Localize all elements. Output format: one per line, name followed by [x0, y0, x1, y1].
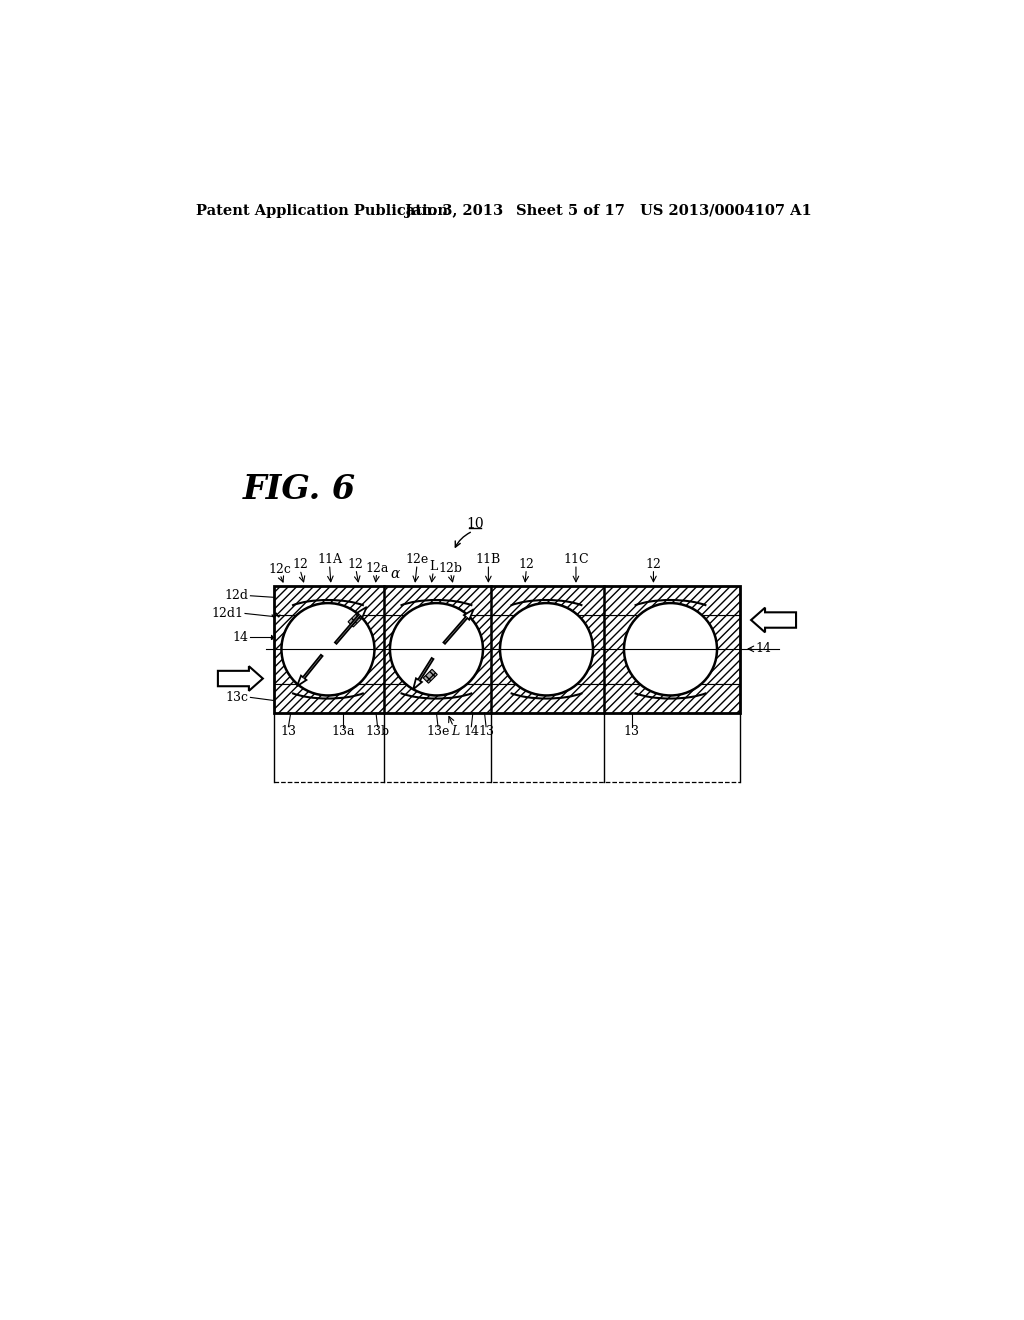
FancyArrow shape: [443, 610, 474, 644]
Text: 12b: 12b: [438, 561, 463, 574]
Text: 14: 14: [463, 725, 479, 738]
Text: 11A: 11A: [317, 553, 342, 566]
Polygon shape: [348, 612, 362, 627]
Text: 12: 12: [518, 557, 535, 570]
FancyArrow shape: [218, 667, 263, 690]
Text: 13: 13: [281, 725, 296, 738]
Circle shape: [500, 603, 593, 696]
Text: 12: 12: [292, 558, 308, 572]
Text: 10: 10: [466, 517, 484, 531]
Text: US 2013/0004107 A1: US 2013/0004107 A1: [640, 203, 811, 218]
Text: 12: 12: [348, 557, 364, 570]
Text: 12a: 12a: [366, 561, 388, 574]
Circle shape: [282, 603, 375, 696]
Text: 11B: 11B: [476, 553, 501, 566]
Text: 13a: 13a: [332, 725, 355, 738]
Bar: [273, 615, 384, 684]
Text: 13e: 13e: [426, 725, 450, 738]
Text: Sheet 5 of 17: Sheet 5 of 17: [515, 203, 625, 218]
Text: 12d: 12d: [225, 589, 249, 602]
FancyArrow shape: [335, 607, 367, 644]
Bar: [490, 615, 604, 684]
Bar: [604, 586, 740, 615]
Text: α: α: [391, 568, 400, 581]
Bar: [273, 586, 740, 713]
Text: Patent Application Publication: Patent Application Publication: [197, 203, 449, 218]
Text: 12e: 12e: [406, 553, 429, 566]
Text: FIG. 6: FIG. 6: [243, 473, 355, 506]
Bar: [273, 684, 384, 713]
FancyArrow shape: [297, 655, 323, 686]
Text: 12: 12: [645, 557, 662, 570]
Bar: [384, 684, 490, 713]
Bar: [273, 586, 384, 615]
Text: 13: 13: [624, 725, 640, 738]
Circle shape: [624, 603, 717, 696]
Polygon shape: [423, 669, 437, 684]
Bar: [604, 684, 740, 713]
Bar: [604, 615, 740, 684]
Text: 11C: 11C: [563, 553, 589, 566]
Text: 12c: 12c: [268, 564, 292, 576]
Text: L: L: [429, 560, 437, 573]
Text: L: L: [451, 725, 459, 738]
Text: 14: 14: [232, 631, 249, 644]
Bar: [490, 586, 604, 615]
Text: 14: 14: [756, 643, 772, 656]
Text: 12d1: 12d1: [212, 607, 244, 620]
Bar: [384, 586, 490, 615]
FancyArrow shape: [414, 657, 433, 689]
Bar: [490, 684, 604, 713]
Text: 13c: 13c: [226, 690, 249, 704]
Bar: [384, 615, 490, 684]
Text: 13: 13: [478, 725, 494, 738]
Text: 13b: 13b: [366, 725, 389, 738]
Circle shape: [390, 603, 483, 696]
FancyArrow shape: [751, 607, 796, 632]
Text: Jan. 3, 2013: Jan. 3, 2013: [406, 203, 504, 218]
